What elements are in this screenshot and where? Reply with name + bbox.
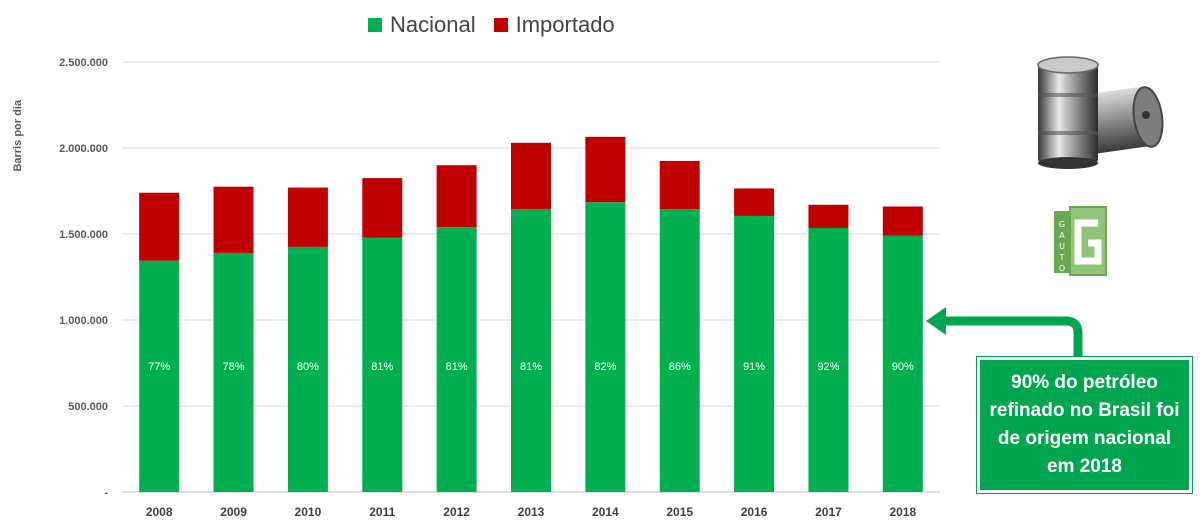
data-label: 78% [223, 361, 245, 373]
bar-nacional [287, 246, 328, 492]
bar-importado [287, 187, 328, 247]
legend-swatch-nacional [368, 18, 382, 32]
bar-nacional [808, 227, 849, 493]
bar-importado [511, 142, 551, 210]
data-label: 92% [817, 361, 839, 373]
bar-nacional [139, 260, 180, 492]
x-tick-label: 2013 [518, 505, 545, 519]
bar-importado [139, 192, 180, 261]
stacked-bar-chart: - 500.000 1.000.000 1.500.000 2.000.000 2.500… [59, 57, 940, 519]
bar-importado [808, 204, 849, 228]
bar-nacional [882, 235, 923, 492]
x-tick-label: 2016 [741, 505, 768, 519]
data-label: 81% [371, 361, 393, 373]
data-label: 90% [892, 361, 914, 373]
svg-text:G: G [1059, 220, 1065, 229]
legend-label-importado: Importado [515, 12, 615, 37]
callout-arrow [926, 307, 1083, 361]
data-label: 86% [669, 361, 691, 373]
callout-box: 90% do petróleo refinado no Brasil foi d… [977, 357, 1192, 493]
bar-importado [362, 178, 403, 238]
bar-importado [436, 165, 477, 228]
x-tick-label: 2017 [815, 505, 842, 519]
bar-importado [659, 160, 700, 210]
legend-label-nacional: Nacional [390, 12, 476, 37]
y-tick-label: - [104, 487, 108, 499]
x-tick-label: 2015 [666, 505, 693, 519]
data-label: 77% [148, 361, 170, 373]
x-tick-label: 2011 [369, 505, 395, 519]
bar-importado [734, 188, 775, 216]
data-label: 91% [743, 361, 765, 373]
legend-swatch-importado [493, 18, 508, 32]
bar-nacional [511, 209, 551, 492]
legend-item-importado: Importado [493, 12, 615, 38]
y-tick-label: 500.000 [68, 401, 108, 413]
svg-text:U: U [1059, 242, 1065, 251]
x-tick-label: 2010 [295, 505, 322, 519]
oil-barrels-icon [1037, 56, 1164, 169]
x-tick-label: 2008 [146, 505, 173, 519]
bar-importado [213, 186, 254, 253]
bar-nacional [436, 227, 477, 492]
svg-text:O: O [1059, 264, 1065, 273]
y-tick-label: 1.000.000 [59, 315, 108, 327]
x-tick-label: 2018 [889, 505, 916, 519]
chart-legend: Nacional Importado [368, 12, 633, 38]
svg-text:A: A [1059, 231, 1065, 240]
bar-importado [585, 136, 626, 203]
bar-nacional [585, 202, 626, 492]
bar-nacional [213, 252, 254, 492]
bar-nacional [659, 209, 700, 492]
y-tick-label: 2.000.000 [59, 143, 108, 155]
svg-text:T: T [1059, 253, 1065, 262]
x-tick-label: 2014 [592, 505, 619, 519]
bar-nacional [362, 237, 403, 492]
x-tick-label: 2012 [443, 505, 470, 519]
data-label: 82% [594, 361, 616, 373]
data-label: 80% [297, 361, 319, 373]
x-tick-label: 2009 [220, 505, 247, 519]
bar-importado [882, 206, 923, 236]
gauto-logo: G A U T O [1054, 206, 1107, 276]
data-label: 81% [446, 361, 468, 373]
legend-item-nacional: Nacional [368, 12, 476, 38]
bar-nacional [734, 215, 775, 492]
data-label: 81% [520, 361, 542, 373]
y-tick-label: 1.500.000 [59, 229, 108, 241]
y-tick-label: 2.500.000 [59, 57, 108, 69]
